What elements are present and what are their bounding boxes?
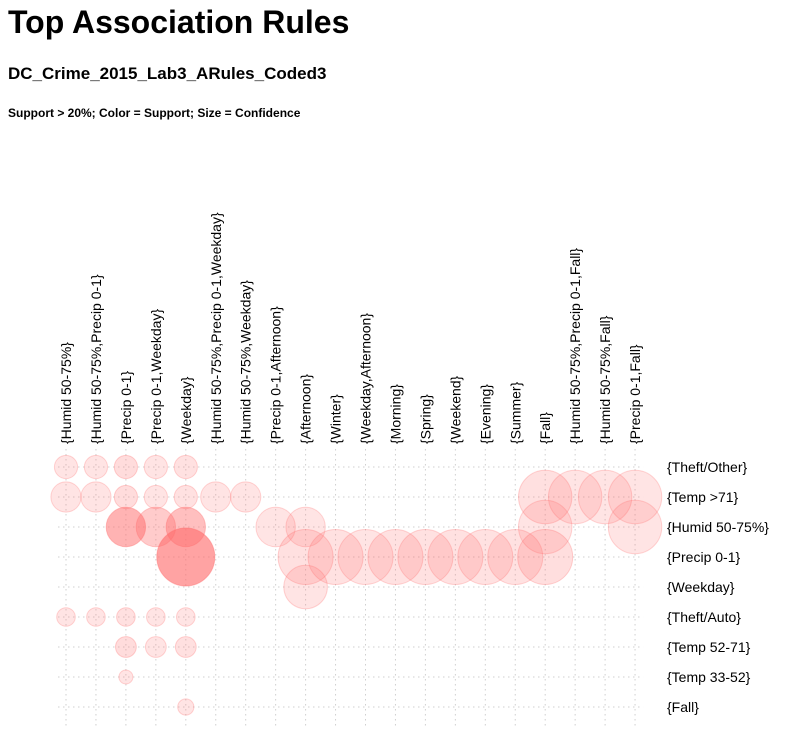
- page-subtitle: DC_Crime_2015_Lab3_ARules_Coded3: [8, 64, 327, 83]
- y-tick-label: {Humid 50-75%}: [667, 519, 769, 535]
- rule-bubble: [146, 607, 166, 627]
- chart-note: Support > 20%; Color = Support; Size = C…: [8, 106, 301, 120]
- rule-bubble: [53, 454, 79, 480]
- x-tick-label: {Humid 50-75%}: [58, 342, 74, 444]
- rule-bubble: [176, 607, 196, 627]
- x-tick-label: {Precip 0-1,Weekday}: [148, 309, 164, 444]
- rule-bubble: [487, 529, 544, 585]
- rule-bubble: [397, 529, 454, 585]
- rule-bubble: [86, 607, 106, 627]
- rule-bubble: [367, 529, 424, 585]
- rule-bubble: [173, 454, 198, 480]
- rule-bubble: [144, 636, 167, 658]
- rule-bubble: [113, 484, 139, 510]
- rule-bubble: [255, 506, 296, 548]
- rule-bubble: [113, 454, 139, 480]
- rule-bubble: [457, 529, 514, 585]
- rule-bubble: [547, 469, 603, 525]
- x-tick-label: {Weekday}: [178, 376, 194, 444]
- rule-bubble: [83, 454, 109, 480]
- rule-bubble: [577, 469, 633, 525]
- x-tick-label: {Humid 50-75%,Fall}: [597, 315, 613, 444]
- x-tick-label: {Evening}: [477, 384, 493, 444]
- rule-bubble: [177, 698, 195, 716]
- x-tick-label: {Summer}: [507, 381, 523, 444]
- x-tick-label: {Precip 0-1,Afternoon}: [268, 306, 284, 444]
- x-tick-label: {Weekday,Afternoon}: [358, 313, 374, 444]
- rule-bubble: [277, 529, 334, 585]
- y-tick-label: {Theft/Auto}: [667, 609, 741, 625]
- rule-bubble: [56, 607, 76, 627]
- label-layer: {Humid 50-75%} {Humid 50-75%,Precip 0-1} {…: [58, 212, 769, 715]
- rule-bubble: [230, 481, 262, 513]
- x-tick-label: {Humid 50-75%,Precip 0-1,Weekday}: [208, 212, 224, 444]
- rule-bubble: [105, 506, 147, 548]
- rule-bubble: [156, 527, 216, 587]
- rule-bubble: [607, 499, 663, 555]
- x-tick-label: {Humid 50-75%,Weekday}: [238, 280, 254, 444]
- rule-bubble: [285, 506, 326, 548]
- rule-bubble: [143, 484, 168, 510]
- rule-bubble: [607, 469, 663, 525]
- y-tick-label: {Weekday}: [667, 579, 735, 595]
- y-tick-label: {Fall}: [667, 699, 699, 715]
- y-tick-label: {Temp 52-71}: [667, 639, 751, 655]
- x-tick-label: {Afternoon}: [298, 374, 314, 444]
- rule-bubble: [143, 454, 168, 480]
- x-tick-label: {Winter}: [328, 394, 344, 444]
- x-tick-label: {Fall}: [537, 412, 553, 444]
- rule-bubble: [427, 529, 484, 585]
- y-tick-label: {Temp >71}: [667, 489, 739, 505]
- rule-bubble: [80, 481, 112, 513]
- rule-bubble: [200, 481, 232, 513]
- y-tick-label: {Precip 0-1}: [667, 549, 740, 565]
- page-title: Top Association Rules: [8, 4, 350, 40]
- rule-bubble: [337, 529, 394, 585]
- x-tick-label: {Precip 0-1,Fall}: [627, 344, 643, 444]
- rule-bubble: [518, 499, 573, 555]
- x-tick-label: {Weekend}: [447, 375, 463, 444]
- rule-bubble: [50, 481, 82, 513]
- rule-bubble: [174, 636, 197, 658]
- rule-bubble: [517, 529, 574, 585]
- y-tick-label: {Theft/Other}: [667, 459, 747, 475]
- x-tick-label: {Humid 50-75%,Precip 0-1,Fall}: [567, 248, 583, 444]
- rule-bubble: [307, 529, 364, 585]
- rule-bubble: [518, 469, 573, 525]
- x-tick-label: {Humid 50-75%,Precip 0-1}: [88, 274, 104, 444]
- rule-bubble: [118, 669, 134, 685]
- y-tick-label: {Temp 33-52}: [667, 669, 751, 685]
- grid-layer: [58, 449, 644, 729]
- x-tick-label: {Spring}: [417, 394, 433, 444]
- rule-bubble: [115, 636, 137, 658]
- rule-bubble: [116, 607, 136, 627]
- bubble-layer: [50, 454, 663, 716]
- x-tick-label: {Morning}: [387, 384, 403, 444]
- rule-bubble: [173, 484, 198, 510]
- rule-bubble: [283, 564, 328, 610]
- x-tick-label: {Precip 0-1}: [118, 371, 134, 444]
